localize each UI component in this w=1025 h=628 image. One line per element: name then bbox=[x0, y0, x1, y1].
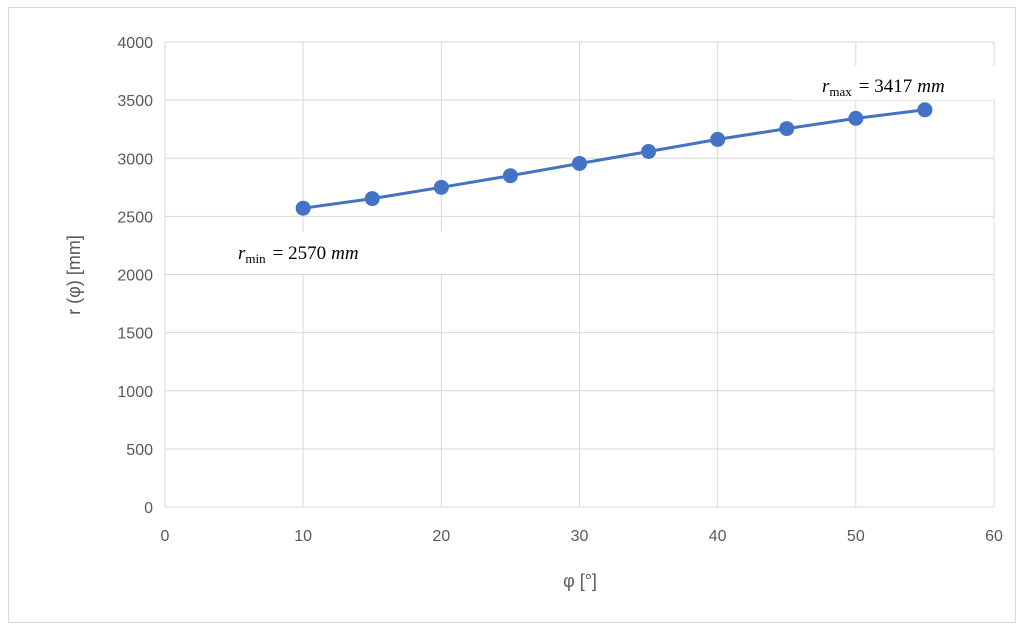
y-axis-ticks: 0 500 1000 1500 2000 2500 3000 3500 4000 bbox=[117, 35, 153, 517]
annotation-max-unit: mm bbox=[917, 76, 944, 97]
annotation-min-var: r bbox=[238, 243, 246, 264]
annotation-max-sub: max bbox=[829, 84, 852, 99]
annotation-min-eq: = 2570 bbox=[273, 243, 326, 264]
annotation-max-box bbox=[792, 66, 1004, 100]
annotation-max-label: rmax = 3417 mm bbox=[822, 76, 945, 99]
chart-area bbox=[8, 7, 1016, 623]
annotation-min-sub: min bbox=[245, 251, 266, 266]
annotation-min-label: rmin = 2570 mm bbox=[238, 243, 359, 266]
data-point bbox=[295, 200, 311, 216]
annotation-max: rmax = 3417 mm bbox=[792, 66, 1004, 100]
data-point bbox=[779, 121, 795, 137]
y-tick-label: 500 bbox=[126, 442, 153, 459]
annotation-min: rmin = 2570 mm bbox=[210, 232, 442, 274]
x-tick-label: 0 bbox=[161, 528, 170, 545]
annotation-min-box bbox=[210, 232, 442, 274]
y-tick-label: 1500 bbox=[117, 326, 153, 343]
data-point bbox=[917, 102, 933, 118]
y-tick-label: 0 bbox=[144, 500, 153, 517]
x-tick-label: 50 bbox=[847, 528, 865, 545]
gridlines bbox=[164, 41, 995, 508]
x-tick-label: 60 bbox=[985, 528, 1003, 545]
data-point bbox=[572, 155, 587, 171]
data-point bbox=[364, 191, 380, 207]
x-axis-title: φ [°] bbox=[563, 571, 597, 591]
x-tick-label: 20 bbox=[432, 528, 450, 545]
annotation-min-unit: mm bbox=[331, 243, 358, 264]
y-tick-label: 2500 bbox=[117, 209, 153, 226]
data-point bbox=[710, 131, 726, 147]
y-tick-label: 2000 bbox=[117, 268, 153, 285]
x-tick-label: 30 bbox=[571, 528, 589, 545]
y-tick-label: 3500 bbox=[117, 93, 153, 110]
series-line bbox=[302, 108, 926, 210]
data-point bbox=[433, 179, 449, 195]
x-tick-label: 10 bbox=[294, 528, 312, 545]
data-point bbox=[502, 168, 518, 184]
data-point bbox=[641, 144, 657, 160]
y-tick-label: 4000 bbox=[117, 35, 153, 52]
y-tick-label: 3000 bbox=[117, 151, 153, 168]
data-point bbox=[848, 110, 864, 126]
annotation-max-var: r bbox=[822, 76, 830, 97]
x-axis-ticks: 0 10 20 30 40 50 60 bbox=[161, 528, 1003, 545]
x-tick-label: 40 bbox=[709, 528, 727, 545]
series-group bbox=[295, 102, 933, 216]
y-tick-label: 1000 bbox=[117, 384, 153, 401]
y-axis-title: r (φ) [mm] bbox=[64, 235, 84, 315]
annotation-max-eq: = 3417 bbox=[859, 76, 912, 97]
